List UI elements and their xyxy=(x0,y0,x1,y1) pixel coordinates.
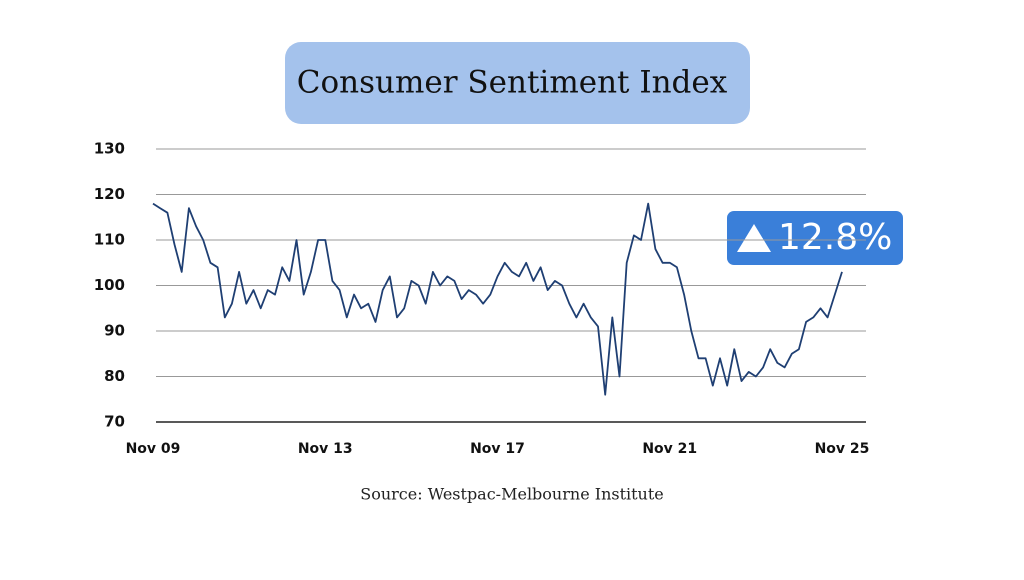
x-tick-label: Nov 25 xyxy=(815,441,870,457)
x-tick-label: Nov 09 xyxy=(126,441,181,457)
y-tick-label: 120 xyxy=(94,185,125,203)
change-badge xyxy=(727,211,903,265)
x-tick-label: Nov 13 xyxy=(298,441,353,457)
x-tick-label: Nov 17 xyxy=(470,441,525,457)
x-tick-label: Nov 21 xyxy=(642,441,697,457)
y-tick-label: 80 xyxy=(104,367,125,385)
chart-title: Consumer Sentiment Index xyxy=(297,65,728,101)
y-tick-label: 90 xyxy=(104,322,125,340)
y-tick-label: 130 xyxy=(94,140,125,158)
y-tick-label: 70 xyxy=(104,413,125,431)
source: Source: Westpac-Melbourne Institute xyxy=(360,485,664,504)
change-label: 12.8% xyxy=(778,217,892,258)
y-tick-label: 100 xyxy=(94,276,125,294)
data-line xyxy=(152,202,843,396)
y-tick-label: 110 xyxy=(94,231,125,249)
title-box xyxy=(285,42,750,124)
up-arrow xyxy=(737,224,771,252)
